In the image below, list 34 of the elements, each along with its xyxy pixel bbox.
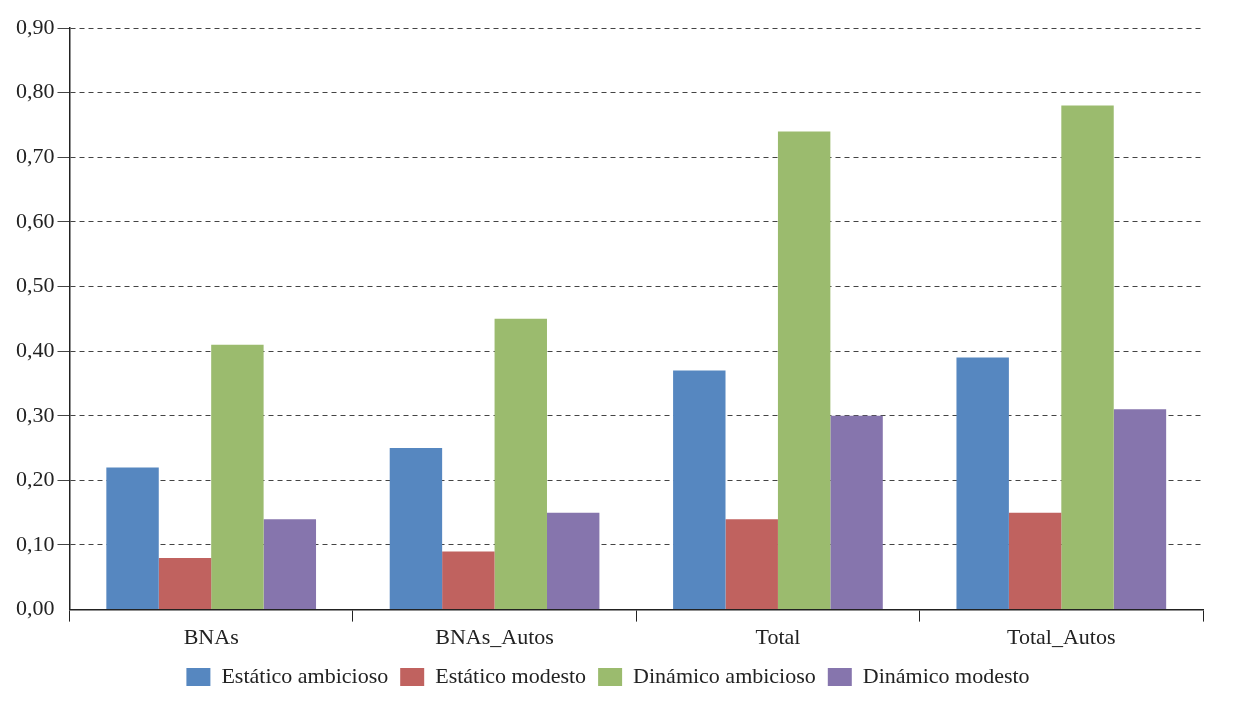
bar <box>158 557 212 610</box>
bar <box>442 551 495 610</box>
bar <box>673 370 726 610</box>
y-tick-label: 0,70 <box>16 143 55 169</box>
y-tick-label: 0,60 <box>16 207 55 233</box>
y-tick-label: 0,00 <box>16 595 55 621</box>
y-tick-label: 0,30 <box>16 401 55 427</box>
bar <box>494 318 547 610</box>
x-tick-label: BNAs_Autos <box>435 623 554 649</box>
bar <box>1008 512 1062 610</box>
y-tick-label: 0,50 <box>16 272 55 298</box>
bar <box>956 357 1009 610</box>
y-tick-label: 0,80 <box>16 78 55 104</box>
bar <box>211 344 264 610</box>
bar <box>777 131 831 610</box>
x-tick-label: Total_Autos <box>1007 623 1116 649</box>
x-tick-label: Total <box>755 623 801 649</box>
legend-label: Dinámico ambicioso <box>633 662 816 688</box>
bar <box>830 415 883 610</box>
bar <box>1061 105 1114 610</box>
y-tick-label: 0,10 <box>16 530 55 556</box>
bar <box>263 519 317 610</box>
bar <box>389 448 443 610</box>
y-tick-label: 0,40 <box>16 336 55 362</box>
bar <box>1113 409 1167 610</box>
legend-label: Dinámico modesto <box>862 662 1030 688</box>
bar <box>106 467 159 610</box>
bar <box>546 512 600 610</box>
bar <box>725 519 778 610</box>
legend-label: Estático modesto <box>435 662 587 688</box>
y-tick-label: 0,20 <box>16 466 55 492</box>
legend-label: Estático ambicioso <box>221 662 389 688</box>
y-tick-label: 0,90 <box>16 13 55 39</box>
x-tick-label: BNAs <box>183 623 239 649</box>
